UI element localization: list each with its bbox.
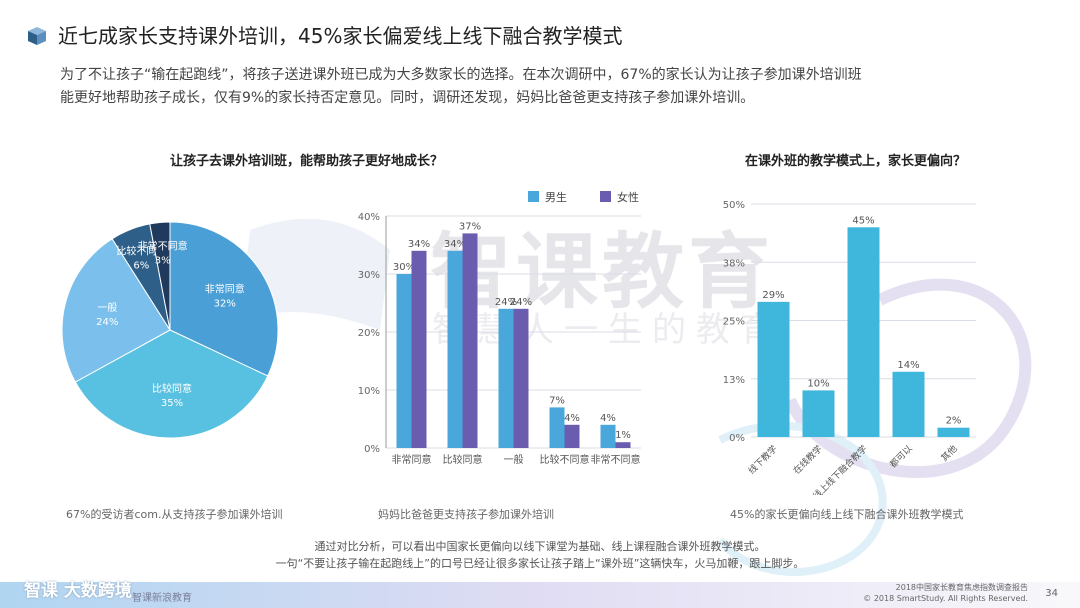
x-tick-label: 其他 [938,443,959,464]
pie-slice [74,329,269,439]
pie-slice-value: 32% [214,298,236,309]
y-tick-label: 0% [364,444,380,455]
pie-slice-label: 非常同意 [205,282,245,295]
bar-value-label: 37% [459,221,481,232]
bar-legend: 男生 女性 [528,190,639,204]
pie-caption: 67%的受访者com.从支持孩子参加课外培训 [66,508,283,521]
bar [802,390,835,437]
right-chart-title: 在课外班的教学模式上，家长更偏向？ [745,154,967,169]
brand-logo: 智课 大数跨境 [24,581,132,601]
bar [411,250,427,448]
y-tick-label: 25% [723,317,745,328]
bar [600,424,616,448]
bar-value-label: 4% [600,413,616,424]
bar-value-label: 30% [393,262,415,273]
watermark-text: 智课教育 [430,225,775,320]
y-tick-label: 38% [723,258,745,269]
bar-value-label: 2% [946,416,962,427]
legend-swatch [600,191,611,202]
footer-report-info: 2018中国家长教育焦虑指数调查报告 © 2018 SmartStudy. Al… [863,582,1028,604]
bar-value-label: 7% [549,395,565,406]
pie-slice-value: 6% [133,261,149,272]
y-tick-label: 0% [729,433,745,444]
x-tick-label: 一般 [504,453,524,466]
mode-bar-chart: 0%13%25%38%50%29%线下教学10%在线教学45%线上线下融合教学1… [723,200,976,495]
x-tick-label: 非常同意 [392,453,432,466]
legend-swatch [528,191,539,202]
bar-value-label: 24% [495,297,517,308]
bar [549,407,565,448]
summary-line-2: 一句“不要让孩子输在起跑线上”的口号已经让很多家长让孩子踏上“课外班”这辆快车，… [275,557,805,570]
pie-slice [61,238,171,383]
legend-label: 男生 [545,190,567,204]
brand-sublogo: 智课新浪教育 [132,593,192,604]
bar [847,227,880,437]
x-tick-label: 在线教学 [791,443,825,477]
x-tick-label: 比较同意 [443,453,483,466]
bar [462,233,478,448]
bar [564,424,580,448]
pie-slice-value: 3% [155,256,171,267]
bar [937,427,970,437]
bar [892,371,925,437]
page-title: 近七成家长支持课外培训，45%家长偏爱线上线下融合教学模式 [58,24,623,48]
footer-band [0,582,1080,608]
bar-value-label: 45% [852,215,874,226]
watermark-subtext: 智慧人一生的教育 [432,310,784,350]
bar-value-label: 4% [564,413,580,424]
x-tick-label: 都可以 [888,443,915,470]
y-tick-label: 50% [723,200,745,211]
bar [447,250,463,448]
bar [615,442,631,448]
left-chart-title: 让孩子去课外培训班，能帮助孩子更好地成长？ [170,154,444,169]
copyright: © 2018 SmartStudy. All Rights Reserved. [863,594,1028,603]
intro-line-1: 为了不让孩子“输在起跑线”，将孩子送进课外班已成为大多数家长的选择。在本次调研中… [60,67,862,83]
intro-paragraph: 为了不让孩子“输在起跑线”，将孩子送进课外班已成为大多数家长的选择。在本次调研中… [60,64,1020,110]
bar-value-label: 24% [510,297,532,308]
bar-value-label: 10% [807,378,829,389]
pie-slice-label: 非常不同意 [138,240,188,253]
pie-slice-value: 24% [96,317,118,328]
x-tick-label: 比较不同意 [540,453,590,466]
x-tick-label: 非常不同意 [591,453,641,466]
pie-slice-label: 比较同意 [152,382,192,395]
legend-label: 女性 [617,190,639,204]
y-tick-label: 40% [358,212,380,223]
gender-bar-chart: 男生 女性 0% 10% 20% 30% 40% 30% 34% 非常同意 34% 37% 比较同意 24… [358,190,641,466]
y-tick-label: 13% [723,375,745,386]
x-tick-label: 线下教学 [746,443,780,477]
y-tick-label: 30% [358,270,380,281]
bar [513,308,529,448]
bar-value-label: 34% [408,239,430,250]
y-tick-label: 20% [358,328,380,339]
bar-value-label: 34% [444,239,466,250]
bar [757,301,790,437]
bar [396,274,412,448]
bar-value-label: 29% [762,290,784,301]
intro-line-2: 能更好地帮助孩子成长，仅有9%的家长持否定意见。同时，调研还发现，妈妈比爸爸更支… [60,90,755,106]
bar-value-label: 14% [897,360,919,371]
bar-caption: 妈妈比爸爸更支持孩子参加课外培训 [378,508,554,521]
pie-slice-label: 一般 [97,301,117,314]
bar [498,308,514,448]
summary-line-1: 通过对比分析，可以看出中国家长更偏向以线下课堂为基础、线上课程融合课外班教学模式… [314,540,766,553]
report-name: 2018中国家长教育焦虑指数调查报告 [895,583,1028,592]
page-number: 34 [1045,588,1058,599]
right-bar-caption: 45%的家长更偏向线上线下融合课外班教学模式 [730,508,964,521]
cube-icon [28,27,46,45]
y-tick-label: 10% [358,386,380,397]
pie-slice [149,221,171,331]
bar-value-label: 1% [615,430,631,441]
pie-slice-value: 35% [161,398,183,409]
pie-slice [169,221,279,377]
